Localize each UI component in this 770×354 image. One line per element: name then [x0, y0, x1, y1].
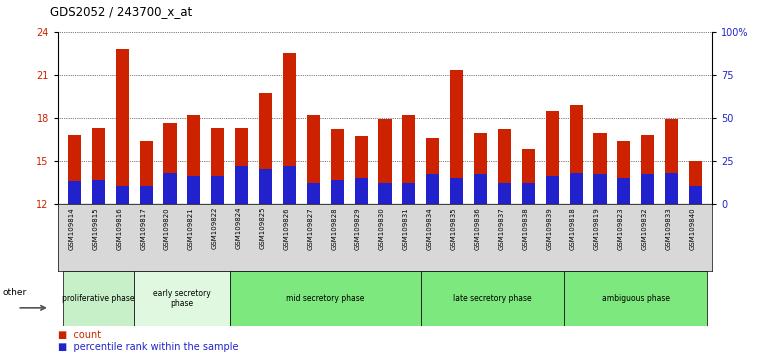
Bar [211, 176, 224, 204]
Bar [421, 271, 564, 326]
Text: GSM109833: GSM109833 [665, 207, 671, 250]
Bar [139, 141, 152, 204]
Bar [594, 175, 607, 204]
Bar [229, 271, 421, 326]
Bar [665, 173, 678, 204]
Bar [618, 178, 631, 204]
Text: GSM109839: GSM109839 [546, 207, 552, 250]
Text: GSM109822: GSM109822 [212, 207, 218, 250]
Bar [283, 53, 296, 204]
Bar [474, 175, 487, 204]
Bar [306, 183, 320, 204]
Bar [306, 115, 320, 204]
Text: GSM109836: GSM109836 [474, 207, 480, 250]
Text: GSM109830: GSM109830 [379, 207, 385, 250]
Bar [92, 128, 105, 204]
Bar [427, 175, 440, 204]
Bar [163, 124, 176, 204]
Bar [427, 138, 440, 204]
Bar [62, 271, 134, 326]
Bar [139, 187, 152, 204]
Text: GSM109818: GSM109818 [570, 207, 576, 250]
Text: GSM109823: GSM109823 [618, 207, 624, 250]
Bar [450, 70, 464, 204]
Text: GSM109827: GSM109827 [307, 207, 313, 250]
Bar [116, 187, 129, 204]
Bar [354, 136, 368, 204]
Text: other: other [2, 288, 26, 297]
Bar [68, 135, 81, 204]
Text: GSM109816: GSM109816 [116, 207, 122, 250]
Text: ■  percentile rank within the sample: ■ percentile rank within the sample [58, 342, 238, 352]
Bar [594, 133, 607, 204]
Text: early secretory
phase: early secretory phase [153, 289, 211, 308]
Bar [330, 129, 343, 204]
Bar [641, 135, 654, 204]
Text: GSM109817: GSM109817 [140, 207, 146, 250]
Text: GSM109821: GSM109821 [188, 207, 194, 250]
Text: GSM109815: GSM109815 [92, 207, 99, 250]
Text: GSM109819: GSM109819 [594, 207, 600, 250]
Text: GSM109829: GSM109829 [355, 207, 361, 250]
Bar [689, 161, 702, 204]
Bar [354, 178, 368, 204]
Text: GSM109834: GSM109834 [427, 207, 433, 250]
Bar [570, 105, 583, 204]
Text: GSM109831: GSM109831 [403, 207, 409, 250]
Bar [522, 183, 535, 204]
Bar [283, 166, 296, 204]
Text: GSM109826: GSM109826 [283, 207, 290, 250]
Text: GSM109838: GSM109838 [522, 207, 528, 250]
Bar [378, 119, 392, 204]
Bar [402, 183, 416, 204]
Bar [211, 128, 224, 204]
Text: GSM109814: GSM109814 [69, 207, 75, 250]
Bar [235, 166, 248, 204]
Bar [68, 181, 81, 204]
Bar [564, 271, 708, 326]
Text: GSM109840: GSM109840 [689, 207, 695, 250]
Bar [259, 169, 272, 204]
Bar [546, 110, 559, 204]
Text: ■  count: ■ count [58, 330, 101, 339]
Text: GSM109837: GSM109837 [498, 207, 504, 250]
Text: GSM109820: GSM109820 [164, 207, 170, 250]
Bar [163, 173, 176, 204]
Bar [235, 128, 248, 204]
Bar [570, 173, 583, 204]
Bar [187, 176, 200, 204]
Bar [474, 133, 487, 204]
Bar [641, 175, 654, 204]
Bar [402, 115, 416, 204]
Bar [522, 149, 535, 204]
Text: GSM109824: GSM109824 [236, 207, 242, 250]
Text: GSM109832: GSM109832 [641, 207, 648, 250]
Bar [450, 178, 464, 204]
Bar [187, 115, 200, 204]
Text: GSM109825: GSM109825 [259, 207, 266, 250]
Bar [665, 119, 678, 204]
Bar [259, 93, 272, 204]
Text: proliferative phase: proliferative phase [62, 294, 135, 303]
Bar [498, 183, 511, 204]
Bar [498, 129, 511, 204]
Bar [546, 176, 559, 204]
Text: mid secretory phase: mid secretory phase [286, 294, 364, 303]
Text: ambiguous phase: ambiguous phase [602, 294, 670, 303]
Text: GSM109835: GSM109835 [450, 207, 457, 250]
Bar [92, 179, 105, 204]
Bar [330, 179, 343, 204]
Bar [689, 187, 702, 204]
Text: GDS2052 / 243700_x_at: GDS2052 / 243700_x_at [50, 5, 192, 18]
Bar [378, 183, 392, 204]
Text: late secretory phase: late secretory phase [454, 294, 532, 303]
Bar [134, 271, 229, 326]
Bar [618, 141, 631, 204]
Bar [116, 49, 129, 204]
Text: GSM109828: GSM109828 [331, 207, 337, 250]
